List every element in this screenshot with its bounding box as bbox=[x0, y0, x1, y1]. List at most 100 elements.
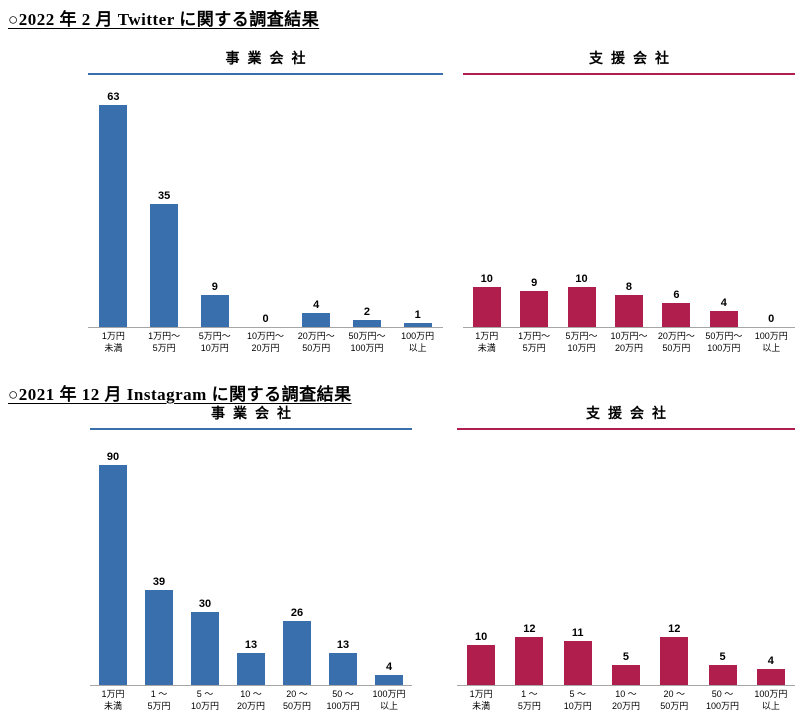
bar-slot: 26 bbox=[274, 607, 320, 685]
bar-slot: 5 bbox=[698, 651, 746, 685]
section-heading-instagram: ○2021 年 12 月 Instagram に関する調査結果 bbox=[8, 385, 352, 404]
bar bbox=[283, 621, 311, 685]
category-label: 1万円 未満 bbox=[101, 689, 125, 711]
bar bbox=[515, 637, 544, 685]
bar-slot: 4 bbox=[700, 297, 747, 327]
category-label: 1万円 未満 bbox=[101, 331, 125, 353]
bar-value-label: 1 bbox=[414, 308, 421, 321]
category-label: 100万円 以上 bbox=[754, 689, 788, 711]
category-label: 5万円～ 10万円 bbox=[565, 331, 598, 353]
bar bbox=[614, 295, 643, 327]
section-heading-twitter: ○2022 年 2 月 Twitter に関する調査結果 bbox=[8, 10, 320, 29]
category-label: 1 ～ 5万円 bbox=[147, 689, 171, 711]
category-label: 10 ～ 20万円 bbox=[236, 689, 265, 711]
chart-title: 事業会社 bbox=[88, 48, 443, 75]
bar-value-label: 4 bbox=[385, 660, 393, 673]
category-axis: 1万円 未満 1 ～ 5万円 5 ～ 10万円 10 ～ 20万円 20 ～ 50万円 5… bbox=[90, 689, 412, 712]
bar-value-label: 4 bbox=[720, 296, 727, 309]
bar-value-label: 63 bbox=[107, 90, 120, 103]
bar-value-label: 10 bbox=[475, 630, 488, 643]
bar-slot: 6 bbox=[653, 289, 700, 327]
bar-value-label: 9 bbox=[531, 276, 538, 289]
bar-slot: 12 bbox=[505, 623, 553, 685]
bar-slot: 12 bbox=[650, 623, 698, 685]
bar-value-label: 4 bbox=[767, 654, 774, 667]
bar bbox=[756, 669, 785, 685]
plot-area: 63 35 9 0 4 2 1 bbox=[88, 75, 443, 328]
category-label: 5 ～ 10万円 bbox=[563, 689, 592, 711]
bar bbox=[563, 641, 592, 685]
chart-business-instagram: 事業会社 90 39 30 13 26 13 4 1万円 未満 1 ～ 5万円 5 ～ 10万円 10… bbox=[90, 403, 412, 712]
bar-slot: 0 bbox=[748, 313, 795, 327]
bar-value-label: 0 bbox=[262, 312, 269, 325]
bar bbox=[191, 612, 219, 685]
bar bbox=[375, 675, 403, 685]
bar-slot: 9 bbox=[189, 281, 240, 327]
bar-value-label: 13 bbox=[244, 638, 258, 651]
bar bbox=[709, 311, 738, 327]
bar bbox=[302, 313, 331, 327]
bar-value-label: 12 bbox=[668, 622, 681, 635]
bar bbox=[403, 323, 432, 327]
bar bbox=[660, 637, 689, 685]
plot-area: 10 12 11 5 12 5 4 bbox=[457, 430, 795, 686]
chart-title: 事業会社 bbox=[90, 403, 412, 430]
bar-slot: 35 bbox=[139, 190, 190, 327]
bar-slot: 9 bbox=[510, 277, 557, 327]
category-label: 20万円～ 50万円 bbox=[297, 331, 335, 353]
bar-slot: 63 bbox=[88, 91, 139, 327]
bar bbox=[472, 287, 501, 327]
bar-slot: 2 bbox=[342, 306, 393, 327]
bar bbox=[200, 295, 229, 327]
bar-value-label: 12 bbox=[523, 622, 536, 635]
category-label: 1 ～ 5万円 bbox=[517, 689, 541, 711]
bar bbox=[329, 653, 357, 685]
category-label: 20 ～ 50万円 bbox=[282, 689, 311, 711]
bar-value-label: 6 bbox=[673, 288, 680, 301]
category-label: 1万円 未満 bbox=[469, 689, 493, 711]
bar-value-label: 10 bbox=[480, 272, 493, 285]
bar bbox=[150, 204, 179, 327]
category-axis: 1万円 未満 1万円～ 5万円 5万円～ 10万円 10万円～ 20万円 20万円～ 5… bbox=[88, 331, 443, 354]
bar bbox=[520, 291, 549, 327]
chart-title: 支援会社 bbox=[463, 48, 795, 75]
bar-value-label: 90 bbox=[106, 450, 120, 463]
bar-slot: 4 bbox=[291, 299, 342, 327]
bar bbox=[145, 590, 173, 685]
bar-value-label: 0 bbox=[768, 312, 775, 325]
bar-slot: 10 bbox=[463, 273, 510, 327]
bar-slot: 90 bbox=[90, 451, 136, 685]
bar bbox=[352, 320, 381, 327]
chart-title: 支援会社 bbox=[457, 403, 795, 430]
bar bbox=[99, 465, 127, 685]
bar-value-label: 11 bbox=[571, 626, 584, 639]
bar-slot: 13 bbox=[228, 639, 274, 685]
bar-value-label: 5 bbox=[622, 650, 630, 663]
bar-slot: 10 bbox=[558, 273, 605, 327]
category-label: 20 ～ 50万円 bbox=[660, 689, 689, 711]
bar-slot: 0 bbox=[240, 313, 291, 327]
bar-slot: 4 bbox=[747, 655, 795, 685]
category-axis: 1万円 未満 1万円～ 5万円 5万円～ 10万円 10万円～ 20万円 20万円～ 5… bbox=[463, 331, 795, 354]
bar-value-label: 30 bbox=[198, 597, 212, 610]
category-label: 1万円～ 5万円 bbox=[148, 331, 181, 353]
bar-value-label: 4 bbox=[313, 298, 320, 311]
bar-slot: 5 bbox=[602, 651, 650, 685]
category-label: 10万円～ 20万円 bbox=[247, 331, 285, 353]
category-label: 50万円～ 100万円 bbox=[705, 331, 743, 353]
category-label: 100万円 以上 bbox=[754, 331, 788, 353]
category-label: 10 ～ 20万円 bbox=[611, 689, 640, 711]
bar bbox=[237, 653, 265, 685]
category-label: 5万円～ 10万円 bbox=[198, 331, 231, 353]
bar bbox=[662, 303, 691, 327]
bar bbox=[567, 287, 596, 327]
bar-slot: 4 bbox=[366, 661, 412, 685]
bar-value-label: 35 bbox=[157, 189, 171, 202]
chart-support-instagram: 支援会社 10 12 11 5 12 5 4 1万円 未満 1 ～ 5万円 5 ～ 10万円 10 ～… bbox=[457, 403, 795, 712]
bar-slot: 8 bbox=[605, 281, 652, 327]
plot-area: 90 39 30 13 26 13 4 bbox=[90, 430, 412, 686]
category-label: 1万円 未満 bbox=[475, 331, 499, 353]
bar-slot: 39 bbox=[136, 576, 182, 685]
category-label: 50 ～ 100万円 bbox=[326, 689, 360, 711]
bar-value-label: 13 bbox=[336, 638, 350, 651]
